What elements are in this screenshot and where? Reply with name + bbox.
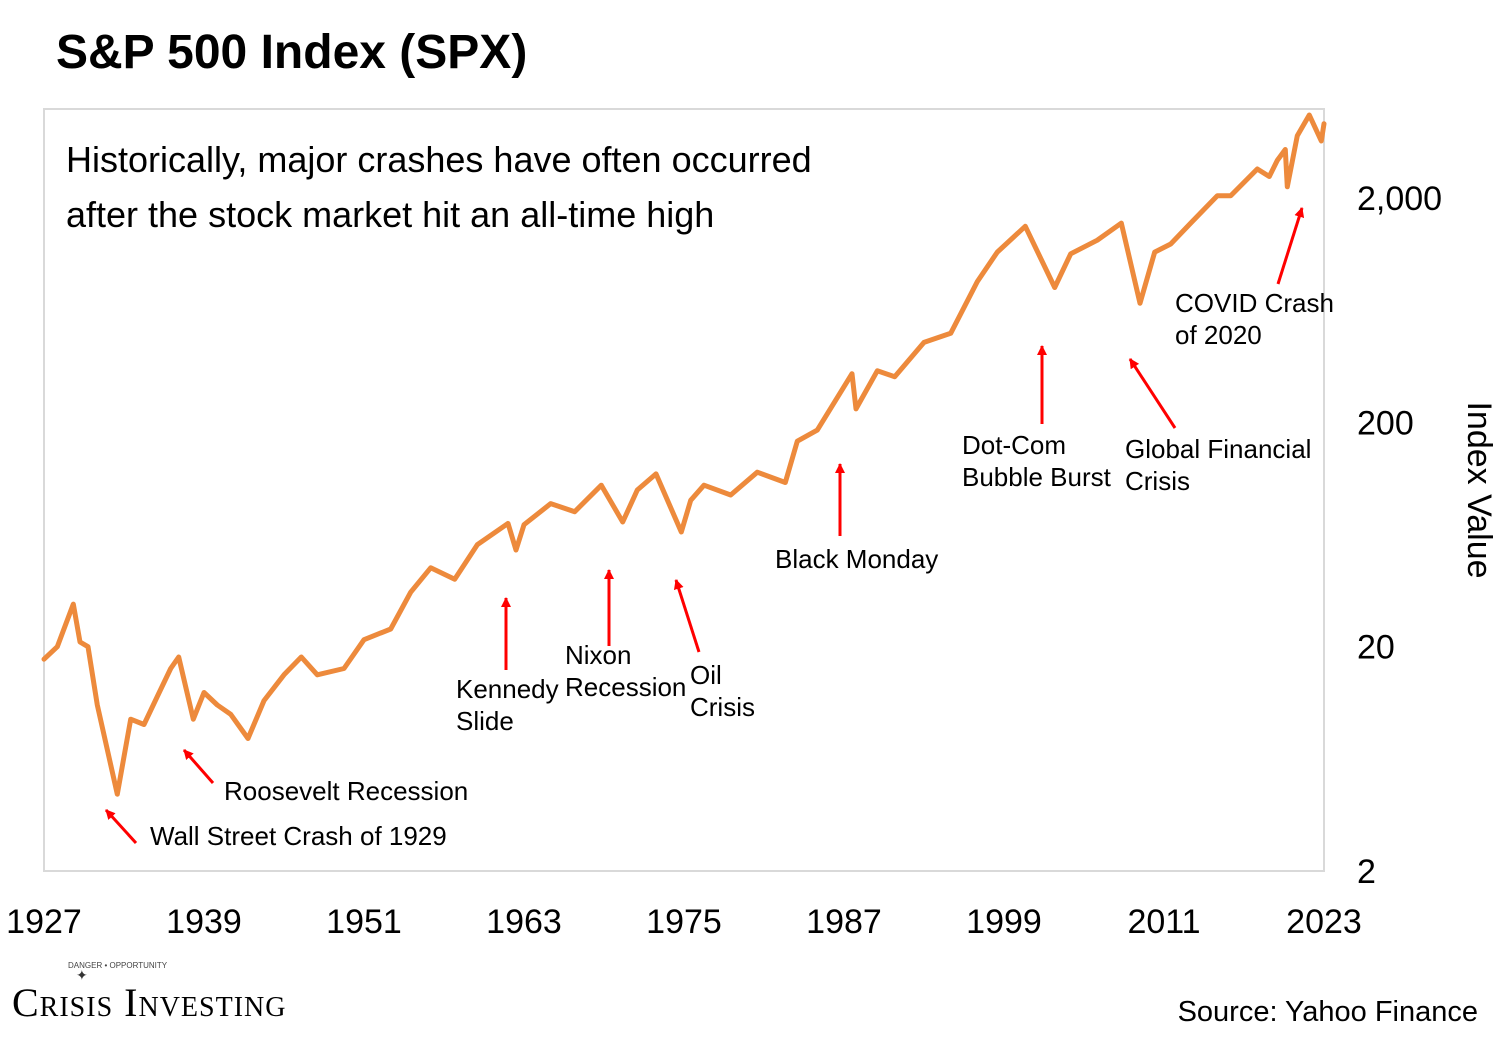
crash-annotations: Wall Street Crash of 1929 Roosevelt Reces… bbox=[104, 207, 1334, 851]
y-tick-label: 200 bbox=[1357, 405, 1414, 443]
annotation-label: Dot-Com bbox=[962, 430, 1066, 460]
x-tick-label: 1927 bbox=[6, 903, 82, 941]
annotation-label: COVID Crash bbox=[1175, 288, 1334, 318]
source-note: Source: Yahoo Finance bbox=[1178, 996, 1478, 1028]
annotation-arrow bbox=[1128, 358, 1177, 429]
annotation-label: Crisis bbox=[690, 692, 755, 722]
y-tick-label: 2,000 bbox=[1357, 180, 1442, 218]
annotation-label: Nixon bbox=[565, 640, 631, 670]
annotation-arrow bbox=[104, 808, 138, 845]
annotation-label: Wall Street Crash of 1929 bbox=[150, 821, 447, 851]
logo: DANGER • OPPORTUNITY ✦ Crisis Investing bbox=[12, 961, 286, 1025]
x-axis-ticks: 1927 1939 1951 1963 1975 1987 1999 2011 2023 bbox=[6, 903, 1362, 941]
annotation-label: Roosevelt Recession bbox=[224, 776, 468, 806]
y-axis-label: Index Value bbox=[1460, 401, 1498, 578]
y-axis-ticks: 2 20 200 2,000 bbox=[1357, 180, 1442, 891]
x-tick-label: 1963 bbox=[486, 903, 562, 941]
y-tick-label: 2 bbox=[1357, 853, 1376, 891]
annotation-arrow bbox=[673, 579, 701, 653]
annotation-arrow bbox=[182, 749, 215, 784]
chart-title: S&P 500 Index (SPX) bbox=[56, 26, 527, 79]
series-line-spx bbox=[41, 112, 1327, 797]
x-tick-label: 1999 bbox=[966, 903, 1042, 941]
plot-area bbox=[43, 108, 1325, 872]
x-tick-label: 2011 bbox=[1127, 903, 1200, 941]
subtitle-line-1: Historically, major crashes have often o… bbox=[66, 139, 812, 180]
y-tick-label: 20 bbox=[1357, 629, 1395, 667]
annotation-label: Bubble Burst bbox=[962, 462, 1112, 492]
annotation-label: Slide bbox=[456, 706, 514, 736]
x-tick-label: 1987 bbox=[806, 903, 882, 941]
annotation-label: Global Financial bbox=[1125, 434, 1311, 464]
logo-seal-icon: ✦ bbox=[76, 967, 88, 983]
annotation-label: Oil bbox=[690, 660, 722, 690]
logo-tagline: DANGER • OPPORTUNITY bbox=[68, 961, 168, 970]
x-tick-label: 1975 bbox=[646, 903, 722, 941]
annotation-label: Black Monday bbox=[775, 544, 938, 574]
annotation-label: Crisis bbox=[1125, 466, 1190, 496]
x-tick-label: 1951 bbox=[326, 903, 402, 941]
subtitle-line-2: after the stock market hit an all-time h… bbox=[66, 194, 714, 235]
x-tick-label: 2023 bbox=[1286, 903, 1362, 941]
annotation-arrow bbox=[1276, 207, 1305, 285]
annotation-label: Recession bbox=[565, 672, 686, 702]
x-tick-label: 1939 bbox=[166, 903, 242, 941]
logo-text: Crisis Investing bbox=[12, 980, 286, 1025]
annotation-label: of 2020 bbox=[1175, 320, 1262, 350]
annotation-label: Kennedy bbox=[456, 674, 559, 704]
